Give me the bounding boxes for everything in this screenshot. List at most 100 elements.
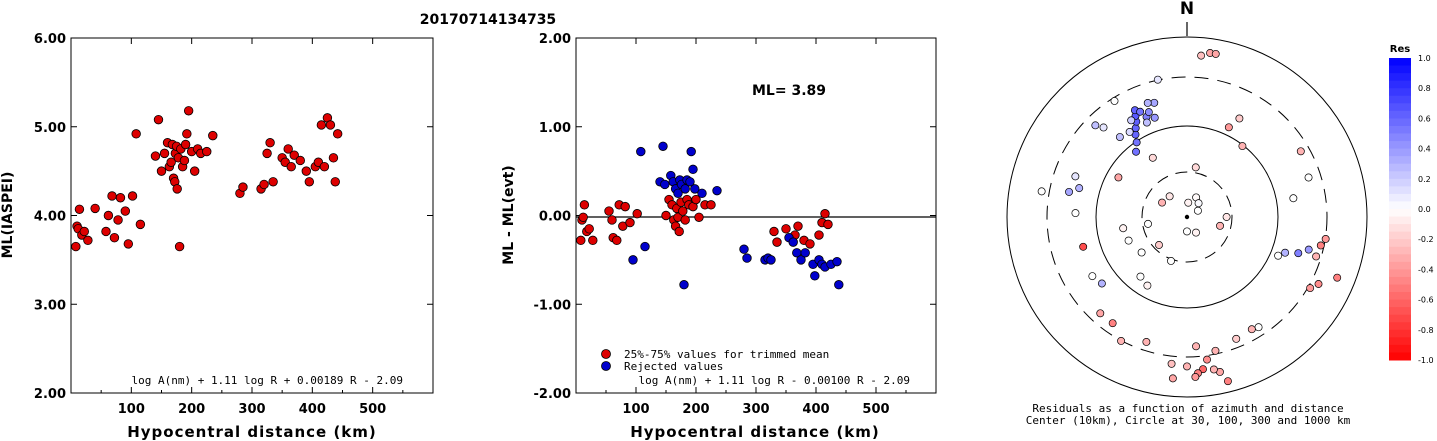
plot2-point	[697, 188, 707, 199]
polar-station-point	[1125, 127, 1134, 136]
plot1-point	[83, 235, 93, 246]
polar-station-point	[1274, 251, 1283, 260]
polar-station-point	[1192, 228, 1200, 237]
legend-label-rejected: Rejected values	[624, 360, 723, 373]
polar-station-point	[1096, 309, 1105, 318]
polar-station-point	[1108, 319, 1117, 328]
colorbar-tick-label: 0.4	[1418, 145, 1431, 154]
plot2-ytick-label: -1.00	[534, 298, 571, 313]
plot2-point	[679, 280, 689, 290]
colorbar-cell	[1389, 58, 1411, 67]
colorbar-cell	[1389, 299, 1411, 308]
colorbar-tick-label: -1.0	[1418, 356, 1434, 365]
polar-station-point	[1158, 198, 1167, 207]
polar-station-point	[1296, 147, 1305, 156]
polar-station-point	[1150, 113, 1159, 122]
plot1-point	[135, 219, 146, 230]
polar-caption-line1: Residuals as a function of azimuth and d…	[1032, 402, 1343, 415]
polar-station-point	[1304, 245, 1313, 254]
plot1-point	[319, 161, 330, 172]
polar-station-point	[1203, 355, 1211, 364]
polar-station-point	[1193, 206, 1202, 215]
legend-marker-trimmed	[601, 349, 611, 359]
plot1-xlabel: Hypocentral distance (km)	[127, 423, 377, 441]
colorbar-cell	[1389, 337, 1411, 346]
colorbar-cell	[1389, 216, 1411, 225]
plot1-point	[330, 177, 340, 187]
polar-station-point	[1144, 108, 1153, 117]
colorbar-cell	[1389, 224, 1411, 233]
plot2-point	[625, 217, 635, 228]
plot1-point	[156, 166, 167, 176]
polar-station-point	[1224, 123, 1233, 132]
plot2-point	[814, 230, 824, 240]
plot1-point	[332, 129, 343, 139]
legend-label-trimmed: 25%-75% values for trimmed mean	[624, 348, 829, 361]
plot2-point	[636, 146, 646, 157]
polar-station-point	[1316, 241, 1325, 250]
colorbar-cell	[1389, 141, 1411, 150]
plot2-points	[576, 141, 844, 290]
polar-station-point	[1110, 97, 1119, 105]
plot2-point	[694, 212, 704, 222]
polar-station-point	[1183, 362, 1191, 371]
colorbar-cell	[1389, 314, 1411, 323]
plot1-point	[159, 148, 170, 159]
polar-station-point	[1333, 273, 1342, 282]
ring-30km	[1141, 171, 1233, 263]
plot2-point	[793, 221, 803, 231]
plot1-point	[259, 179, 269, 190]
polar-station-point	[1091, 121, 1100, 130]
plot2-xtick-label: 200	[682, 402, 709, 417]
plot2-formula: log A(nm) + 1.11 log R - 0.00100 R - 2.0…	[638, 374, 910, 387]
plot1-xtick-label: 500	[359, 402, 386, 417]
polar-station-point	[1235, 114, 1244, 123]
polar-station-point	[1097, 279, 1106, 288]
plot2-point	[674, 226, 684, 237]
plot1-xtick-label: 100	[118, 402, 145, 417]
plot2-xlabel: Hypocentral distance (km)	[630, 423, 880, 441]
plot1-point	[208, 130, 218, 141]
plot1-point	[153, 114, 164, 125]
plot2-point	[673, 188, 683, 199]
polar-station-point	[1099, 123, 1108, 132]
plot2-point	[690, 184, 700, 194]
epicenter-marker	[1184, 214, 1190, 220]
plot1-point	[328, 153, 339, 163]
plot2-ytick-label: 1.00	[539, 121, 571, 136]
colorbar-cell	[1389, 231, 1411, 240]
plot1-ylabel: ML(IASPEI)	[0, 172, 16, 259]
plot1-point	[180, 139, 191, 150]
plot2-point	[680, 184, 690, 194]
polar-station-point	[1167, 359, 1176, 368]
polar-station-point	[1304, 173, 1313, 182]
colorbar-cell	[1389, 261, 1411, 270]
plot1-point	[262, 148, 272, 159]
polar-station-point	[1136, 272, 1145, 281]
plot1-point	[109, 232, 120, 243]
plot2-point	[691, 194, 701, 205]
polar-station-point	[1153, 75, 1162, 84]
plot2-axis-ticks: 100 200 300 400 500 -2.00 -1.00 0.00 1.00 2.00	[534, 32, 936, 417]
plot1-point	[123, 239, 134, 249]
plot2-point	[632, 209, 642, 219]
plot2-point	[588, 235, 598, 246]
colorbar-tick-label: 0.0	[1418, 205, 1431, 214]
polar-station-point	[1211, 346, 1220, 355]
polar-station-point	[1183, 227, 1191, 236]
plot2-ytick-label: -2.00	[534, 387, 571, 402]
plot1-ytick-label: 6.00	[34, 32, 66, 47]
plot-ml-iaspei: 100 200 300 400 500 2.00 3.00 4.00 5.00 6.00 log …	[0, 32, 434, 441]
colorbar-cell	[1389, 118, 1411, 127]
polar-station-point	[1199, 365, 1207, 374]
plot2-point	[660, 179, 670, 190]
colorbar-tick-label: -0.8	[1418, 326, 1434, 335]
polar-station-point	[1197, 51, 1206, 60]
polar-station-point	[1321, 235, 1330, 243]
ring-100km	[1095, 125, 1279, 309]
plot1-point	[265, 138, 275, 148]
polar-station-point	[1294, 249, 1303, 258]
polar-station-point	[1137, 248, 1146, 257]
plot1-ytick-label: 2.00	[34, 387, 66, 402]
